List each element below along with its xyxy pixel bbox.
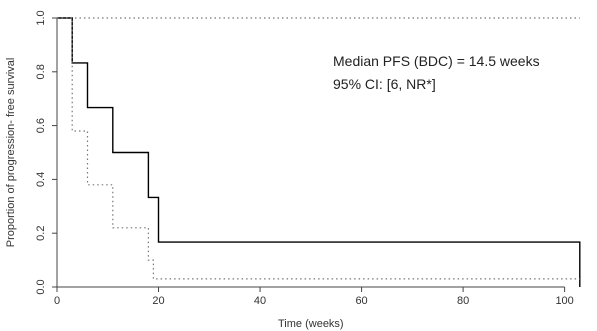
x-tick-label: 60 — [355, 295, 367, 307]
x-ticks: 0 20 40 60 80 100 — [54, 287, 574, 307]
y-tick-label: 0.2 — [35, 226, 47, 241]
x-tick-label: 40 — [254, 295, 266, 307]
x-tick-label: 80 — [457, 295, 469, 307]
confidence-bound-curve — [57, 17, 580, 280]
x-axis-title: Time (weeks) — [278, 318, 344, 330]
y-ticks: 0.0 0.2 0.4 0.6 0.8 1.0 — [35, 10, 57, 295]
y-axis-title: Proportion of progression- free survival — [5, 58, 17, 248]
median-pfs-annotation: Median PFS (BDC) = 14.5 weeks — [333, 53, 540, 69]
x-tick-label: 0 — [54, 295, 60, 307]
series-layer — [57, 17, 581, 287]
survival-curve — [57, 17, 581, 287]
x-tick-label: 100 — [555, 295, 573, 307]
plot-area: 0 20 40 60 80 100 0.0 0.2 0.4 0.6 0.8 1.0 — [35, 10, 581, 307]
confidence-interval-annotation: 95% CI: [6, NR*] — [333, 76, 436, 92]
y-tick-label: 0.4 — [35, 172, 47, 187]
y-tick-label: 0.8 — [35, 64, 47, 79]
y-tick-label: 0.6 — [35, 118, 47, 133]
x-tick-label: 20 — [152, 295, 164, 307]
y-tick-label: 1.0 — [35, 10, 47, 25]
y-tick-label: 0.0 — [35, 279, 47, 294]
